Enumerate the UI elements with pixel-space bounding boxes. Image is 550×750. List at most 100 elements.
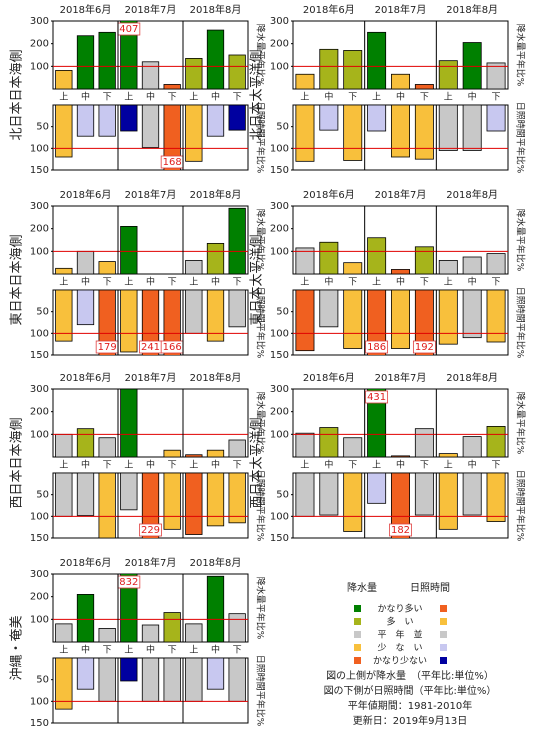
y-tick-label: 150: [30, 718, 49, 729]
bar: [414, 84, 434, 89]
y-tick-label: 50: [36, 675, 49, 686]
bar: [228, 207, 246, 274]
bar: [141, 61, 160, 89]
x-tick-label: 上: [372, 92, 381, 103]
region-label: 東日本太平洋側: [249, 234, 265, 325]
y-tick-label: 150: [30, 533, 49, 544]
bar: [462, 290, 482, 339]
y-tick-label: 150: [270, 533, 289, 544]
y-tick-label: 100: [30, 429, 49, 440]
y-tick-label: 50: [36, 490, 49, 501]
bar: [185, 454, 203, 457]
bar: [55, 473, 73, 517]
x-tick-label: 中: [468, 276, 477, 288]
bar: [98, 31, 116, 89]
y-tick-label: 50: [36, 307, 49, 318]
bar: [76, 473, 95, 516]
bar: [391, 73, 410, 89]
bar: [343, 50, 363, 89]
bar: [206, 242, 225, 274]
y-tick-label: 300: [30, 16, 49, 27]
bar: [295, 73, 315, 89]
bar: [55, 433, 73, 457]
bar: [486, 105, 506, 132]
bar: [486, 425, 506, 457]
bar: [185, 658, 203, 702]
x-tick-label: 上: [189, 277, 198, 288]
bar: [391, 105, 410, 158]
bar: [185, 105, 203, 162]
x-tick-label: 下: [348, 461, 357, 471]
x-tick-label: 下: [103, 93, 112, 103]
region-label: 北日本日本海側: [10, 49, 25, 140]
legend-title: 降水量: [347, 581, 377, 594]
bar: [295, 290, 315, 352]
month-label: 2018年7月: [125, 188, 177, 201]
bar: [486, 473, 506, 522]
bar: [141, 473, 160, 538]
x-tick-label: 上: [444, 277, 453, 288]
bar: [319, 473, 339, 516]
x-tick-label: 中: [81, 459, 90, 471]
x-tick-label: 上: [372, 460, 381, 471]
bar: [462, 42, 482, 89]
legend-swatch: [354, 657, 361, 664]
x-tick-label: 下: [103, 646, 112, 656]
y-tick-label: 100: [30, 328, 49, 339]
bar: [185, 259, 203, 274]
y-tick-label: 100: [270, 429, 289, 440]
y-axis-label: 日照時間平年比%: [255, 287, 267, 359]
bar: [438, 290, 458, 345]
bar: [206, 290, 225, 342]
overflow-label: 241: [141, 342, 160, 353]
month-label: 2018年6月: [60, 556, 112, 569]
bars: [295, 237, 506, 274]
x-tick-label: 上: [124, 277, 133, 288]
x-tick-label: 中: [324, 459, 333, 471]
legend-swatch: [354, 618, 361, 625]
x-tick-label: 上: [124, 92, 133, 103]
bar: [228, 473, 246, 524]
region-label: 西日本太平洋側: [250, 417, 265, 508]
y-tick-label: 50: [276, 490, 289, 501]
overflow-label: 832: [119, 577, 138, 588]
bar: [228, 105, 246, 131]
x-tick-label: 中: [396, 91, 405, 103]
y-tick-label: 300: [270, 384, 289, 395]
bar: [367, 31, 387, 89]
x-tick-label: 下: [420, 93, 429, 103]
overflow-label-box: [365, 390, 389, 404]
x-tick-label: 中: [211, 644, 220, 656]
region-label: 東日本日本海側: [9, 234, 25, 325]
x-tick-label: 下: [492, 93, 501, 103]
bar: [163, 658, 181, 702]
bar: [319, 241, 339, 274]
bar: [185, 290, 203, 334]
overflow-label: 229: [141, 525, 160, 536]
month-label: 2018年6月: [60, 371, 112, 384]
x-tick-label: 中: [211, 91, 220, 103]
bar: [228, 290, 246, 328]
y-tick-label: 200: [30, 224, 49, 235]
bar: [120, 389, 138, 457]
x-tick-label: 下: [233, 93, 242, 103]
x-tick-label: 上: [300, 277, 309, 288]
x-tick-label: 下: [168, 278, 177, 288]
bar: [55, 105, 73, 158]
overflow-label: 192: [415, 342, 434, 353]
month-label: 2018年8月: [446, 188, 498, 201]
bar: [367, 105, 387, 132]
y-tick-label: 150: [270, 350, 289, 361]
note: 平年値期間：1981-2010年: [348, 699, 473, 712]
x-tick-label: 中: [146, 459, 155, 471]
bar: [462, 473, 482, 516]
legend-label: 平 年 並: [377, 629, 422, 641]
x-tick-label: 中: [468, 459, 477, 471]
bars: [55, 389, 246, 457]
bar: [462, 256, 482, 274]
x-tick-label: 中: [211, 459, 220, 471]
y-tick-label: 50: [276, 122, 289, 133]
bar: [486, 62, 506, 89]
y-axis-label: 降水量平年比%: [515, 392, 527, 455]
